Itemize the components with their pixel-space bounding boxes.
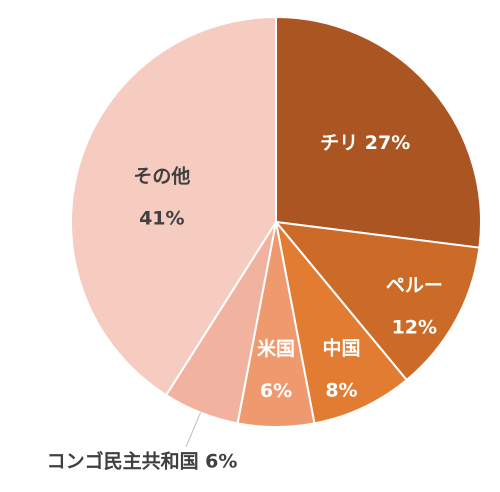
leader-line [185, 412, 201, 448]
slice-name-label: その他 [133, 164, 190, 187]
pie-slice [275, 15, 482, 249]
pie-slice [70, 15, 277, 397]
slice-value-label: 41% [139, 207, 184, 229]
leader-layer [185, 412, 201, 448]
slice-name-label: 中国 [322, 337, 360, 360]
slice-name-label: 米国 [257, 337, 295, 360]
slice-value-label: 6% [260, 380, 292, 402]
labels-layer: チリ 27% ペルー 12% 中国 8% 米国 6% コンゴ民主共和国 6% その他 41% [47, 132, 443, 473]
slices-layer [70, 15, 482, 428]
slice-label: コンゴ民主共和国 6% [47, 450, 238, 473]
slice-name-label: ペルー [386, 275, 443, 297]
pie-slice [275, 221, 409, 425]
slice-value-label: 12% [392, 317, 437, 339]
pie-slice [273, 220, 481, 382]
slice-value-label: 8% [325, 380, 357, 402]
slice-label: チリ 27% [320, 132, 410, 154]
